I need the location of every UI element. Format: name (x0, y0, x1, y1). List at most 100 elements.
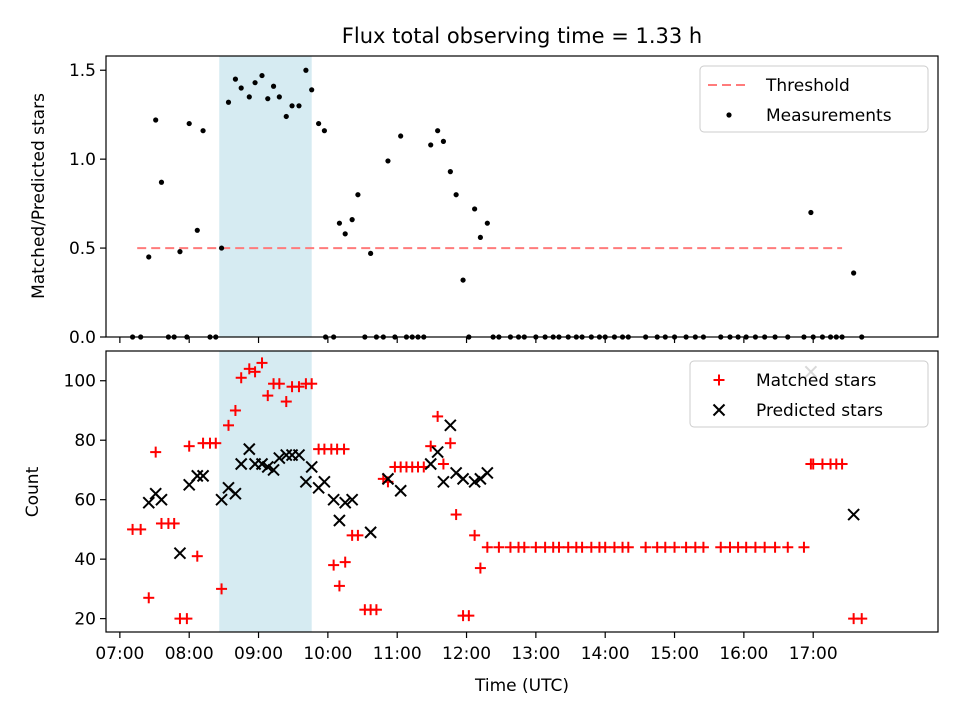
measurement-point (225, 99, 232, 105)
measurement-point (368, 250, 374, 257)
matched-star-point (759, 541, 771, 553)
y-tick-label: 80 (74, 431, 96, 451)
measurement-point (276, 94, 282, 100)
predicted-star-point (318, 475, 331, 489)
x-tick-label: 15:00 (650, 644, 699, 664)
measurement-point (153, 117, 159, 123)
measurement-point (289, 103, 295, 109)
measurement-point (200, 128, 206, 134)
predicted-star-point-b (222, 481, 235, 494)
y-tick-label: 100 (64, 372, 96, 392)
predicted-star-point (394, 484, 407, 497)
predicted-star-point-b (149, 487, 162, 500)
y-tick-label: 60 (74, 491, 96, 511)
predicted-star-point (243, 442, 256, 456)
predicted-star-point-b (255, 457, 269, 471)
measurement-point (851, 270, 857, 276)
x-tick-label: 16:00 (719, 644, 768, 664)
matched-star-point (856, 613, 868, 625)
predicted-star-point (364, 526, 377, 539)
predicted-star-point-b (299, 475, 313, 489)
predicted-star-point-b (456, 472, 470, 486)
matched-star-point (191, 550, 203, 562)
matched-star-point (530, 541, 542, 553)
matched-star-point (328, 559, 340, 571)
x-tick-label: 14:00 (581, 644, 630, 664)
matched-star-point (769, 541, 781, 553)
predicted-star-point-b (243, 442, 256, 456)
predicted-star-point (155, 493, 168, 506)
measurement-point (283, 113, 289, 120)
measurement-point (349, 217, 355, 223)
matched-star-point (807, 458, 819, 470)
matched-star-point (273, 378, 285, 390)
matched-star-point (782, 541, 794, 553)
legend-predicted-swatch (712, 403, 726, 417)
matched-star-point (463, 610, 475, 622)
y-tick-label: 1.5 (69, 61, 96, 81)
matched-star-point (249, 366, 261, 378)
predicted-star-point (437, 475, 450, 489)
predicted-star-point (444, 419, 457, 432)
predicted-star-point-b (468, 475, 481, 489)
predicted-star-point-b (364, 526, 377, 539)
predicted-star-point-b (481, 466, 494, 480)
predicted-star-point (333, 514, 346, 527)
measurement-point (238, 85, 244, 91)
matched-star-point (306, 378, 318, 390)
measurement-point (477, 234, 483, 241)
x-tick-label: 11:00 (373, 644, 422, 664)
predicted-star-point-b (142, 496, 155, 509)
matched-star-point (135, 523, 147, 535)
y-tick-label: 0.5 (69, 239, 96, 259)
measurement-point (309, 87, 315, 93)
matched-star-point (469, 529, 481, 541)
legend-label: Matched stars (756, 371, 876, 391)
matched-star-point (262, 390, 274, 402)
measurement-point (246, 94, 252, 100)
legend: Threshold Measurements (699, 65, 929, 133)
measurement-point (158, 179, 165, 185)
measurement-point (428, 142, 434, 148)
measurement-point (336, 220, 343, 226)
x-axis-label: Time (UTC) (474, 676, 569, 696)
matched-star-point (740, 541, 752, 553)
predicted-star-point-b (338, 496, 352, 509)
matched-star-point (293, 381, 305, 393)
predicted-star-point-b (424, 457, 437, 471)
matched-star-point (680, 541, 692, 553)
matched-star-point (432, 410, 444, 422)
matched-star-point (280, 396, 292, 408)
predicted-star-point (338, 496, 352, 509)
predicted-star-point-b (437, 475, 450, 489)
measurement-point (484, 220, 490, 226)
matched-star-point (243, 363, 255, 375)
matched-star-point (425, 440, 437, 452)
matched-star-point (640, 541, 652, 553)
predicted-star-point (456, 472, 470, 486)
legend: Matched stars Predicted stars (689, 360, 929, 428)
matched-star-point (450, 509, 462, 521)
measurement-point (398, 133, 404, 139)
measurement-point (270, 83, 277, 89)
predicted-star-point-b (267, 463, 280, 477)
predicted-star-point-b (261, 460, 274, 474)
matched-star-point (338, 443, 350, 455)
chart-title: Flux total observing time = 1.33 h (342, 24, 702, 48)
observing-interval-shade (219, 56, 312, 337)
matched-star-point (576, 541, 588, 553)
x-tick-label: 07:00 (95, 644, 144, 664)
matched-star-point (659, 541, 671, 553)
matched-star-point (715, 541, 727, 553)
matched-star-point (222, 419, 234, 431)
matched-star-point (493, 541, 505, 553)
measurement-point (460, 277, 466, 283)
predicted-star-point-b (196, 469, 210, 483)
measurement-point (316, 120, 322, 127)
measurement-point (146, 254, 152, 260)
predicted-star-point-b (333, 514, 346, 527)
matched-star-point (622, 541, 634, 553)
observing-interval-shade (219, 351, 312, 632)
measurement-point (194, 227, 200, 233)
predicted-star-point-b (229, 487, 242, 500)
